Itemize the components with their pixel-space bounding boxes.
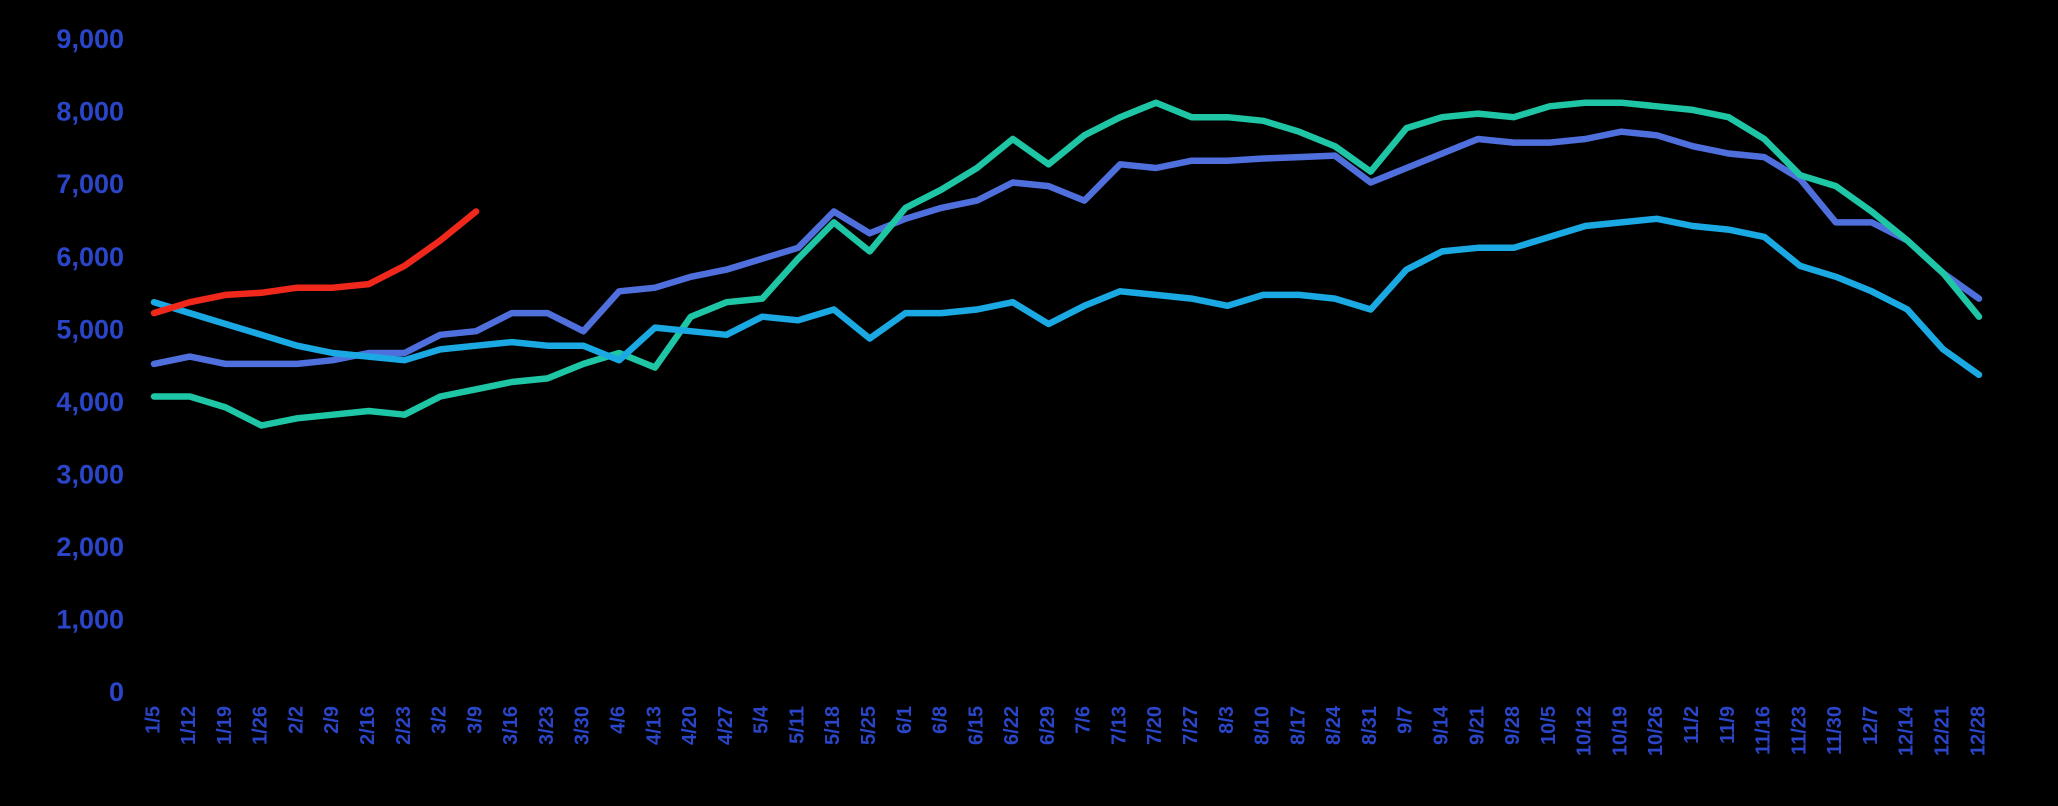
x-tick-label: 12/21 xyxy=(1931,706,1953,756)
x-tick-label: 4/20 xyxy=(679,706,701,745)
x-tick-label: 10/12 xyxy=(1574,706,1596,756)
x-tick-label: 6/29 xyxy=(1037,706,1059,745)
x-tick-label: 8/24 xyxy=(1323,705,1345,745)
x-tick-label: 3/9 xyxy=(464,706,486,734)
x-tick-label: 4/6 xyxy=(607,706,629,734)
y-tick-label: 4,000 xyxy=(56,387,124,417)
y-tick-label: 5,000 xyxy=(56,314,124,344)
x-tick-label: 5/25 xyxy=(858,706,880,745)
y-tick-label: 9,000 xyxy=(56,24,124,54)
x-tick-label: 3/2 xyxy=(429,706,451,734)
series-line xyxy=(150,215,1983,379)
y-tick-label: 1,000 xyxy=(56,605,124,635)
x-tick-label: 1/5 xyxy=(142,706,164,734)
x-tick-label: 12/14 xyxy=(1896,705,1918,756)
x-tick-label: 6/8 xyxy=(930,706,952,734)
x-tick-label: 5/11 xyxy=(786,706,808,744)
y-tick-label: 6,000 xyxy=(56,242,124,272)
x-tick-label: 1/12 xyxy=(178,706,200,745)
y-tick-label: 3,000 xyxy=(56,459,124,489)
series-line xyxy=(150,99,1983,429)
x-tick-label: 7/13 xyxy=(1108,706,1130,745)
x-tick-label: 11/2 xyxy=(1681,706,1703,744)
x-tick-label: 9/14 xyxy=(1431,705,1453,745)
x-tick-label: 10/5 xyxy=(1538,706,1560,745)
x-tick-label: 11/23 xyxy=(1788,706,1810,755)
x-tick-label: 3/30 xyxy=(572,706,594,745)
x-tick-label: 6/22 xyxy=(1001,706,1023,745)
x-tick-label: 3/16 xyxy=(500,706,522,745)
x-tick-label: 1/26 xyxy=(250,706,272,745)
x-tick-label: 2/16 xyxy=(357,706,379,745)
x-tick-label: 9/28 xyxy=(1502,706,1524,745)
x-tick-label: 10/19 xyxy=(1609,706,1631,756)
series-line xyxy=(150,208,480,317)
x-tick-label: 2/2 xyxy=(285,706,307,734)
x-tick-label: 3/23 xyxy=(536,706,558,745)
x-tick-label: 1/19 xyxy=(214,706,236,745)
x-tick-label: 4/13 xyxy=(643,706,665,745)
y-tick-label: 7,000 xyxy=(56,169,124,199)
x-tick-label: 5/18 xyxy=(822,706,844,745)
x-tick-label: 11/30 xyxy=(1824,706,1846,755)
x-tick-label: 8/31 xyxy=(1359,706,1381,745)
x-tick-label: 12/28 xyxy=(1967,706,1989,756)
x-tick-label: 4/27 xyxy=(715,706,737,745)
x-tick-label: 11/9 xyxy=(1717,706,1739,744)
x-tick-label: 8/3 xyxy=(1216,706,1238,734)
x-tick-label: 6/1 xyxy=(894,706,916,734)
x-tick-label: 5/4 xyxy=(751,705,773,734)
x-tick-label: 7/27 xyxy=(1180,706,1202,745)
x-tick-label: 8/10 xyxy=(1252,706,1274,745)
x-tick-label: 6/15 xyxy=(965,706,987,745)
x-tick-label: 7/20 xyxy=(1144,706,1166,745)
x-tick-label: 12/7 xyxy=(1860,706,1882,745)
y-tick-label: 2,000 xyxy=(56,532,124,562)
x-tick-label: 2/23 xyxy=(393,706,415,745)
x-tick-label: 7/6 xyxy=(1073,706,1095,734)
x-tick-label: 11/16 xyxy=(1753,706,1775,755)
x-tick-label: 9/7 xyxy=(1395,706,1417,734)
series-line xyxy=(150,128,1983,368)
x-tick-label: 9/21 xyxy=(1466,706,1488,745)
x-tick-label: 10/26 xyxy=(1645,706,1667,756)
y-tick-label: 0 xyxy=(109,677,124,707)
x-tick-label: 8/17 xyxy=(1287,706,1309,745)
y-tick-label: 8,000 xyxy=(56,97,124,127)
x-tick-label: 2/9 xyxy=(321,706,343,734)
